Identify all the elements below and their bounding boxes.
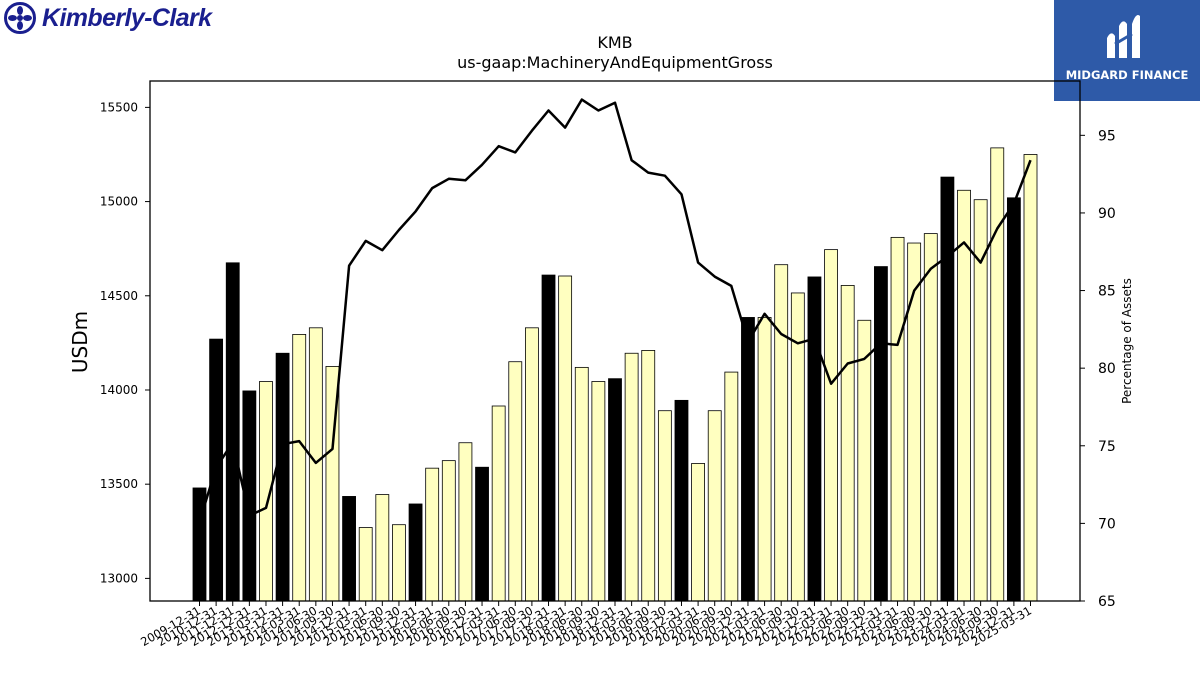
bar [292,334,307,602]
bar [824,249,838,602]
company-logo-text: Kimberly-Clark [42,3,212,32]
bar [874,266,888,602]
bar [558,275,573,602]
y2-tick-label: 95 [1098,128,1116,144]
percentage-line [198,98,1032,523]
bar [807,276,822,602]
publisher-logo-mark-icon [1107,15,1140,58]
bar [741,317,755,602]
bar [790,292,805,602]
bar [674,399,689,602]
company-logo-emblem-icon [4,2,36,34]
y-tick-label: 14000 [100,383,138,397]
bar [957,189,971,602]
bar [591,381,606,602]
bar [1006,197,1021,602]
bar [990,147,1005,602]
bar [608,378,622,602]
y-tick-label: 13500 [100,477,138,491]
bar [907,242,922,602]
bar [441,460,456,602]
bar [624,352,639,602]
bar [641,350,656,602]
bar [508,361,523,602]
bar [358,527,373,602]
chart-subtitle: us-gaap:MachineryAndEquipmentGross [457,53,773,72]
bar [757,317,772,602]
bar [840,285,855,602]
bar [425,467,440,602]
bar [525,327,539,602]
publisher-logo: MIDGARD FINANCE [1054,0,1200,101]
y-tick-label: 15000 [100,195,138,209]
y2-tick-label: 85 [1098,284,1116,300]
bar [657,410,672,602]
bar [1023,154,1038,602]
y-tick-label: 15500 [100,100,138,114]
company-logo: Kimberly-Clark [4,2,212,34]
y2-tick-label: 75 [1098,439,1116,455]
bar [574,366,589,602]
chart-title: KMB [597,33,633,52]
bar [724,371,739,602]
y2-axis-label: Percentage of Assets [1120,278,1134,404]
publisher-logo-text: MIDGARD FINANCE [1065,68,1189,82]
bar [691,463,705,602]
bar [458,442,473,602]
y2-tick-label: 80 [1098,361,1116,377]
bar [923,233,938,602]
bar [940,176,955,602]
bar [308,327,323,602]
bar [392,524,406,602]
bar [707,410,722,602]
y2-tick-label: 70 [1098,516,1116,532]
bar [475,466,489,602]
bar [408,503,423,602]
y2-tick-label: 90 [1098,206,1116,222]
bar [225,262,240,602]
bar [774,264,789,602]
bar [857,319,872,602]
bar [275,352,290,602]
y-tick-label: 14500 [100,289,138,303]
bar [491,405,506,602]
bar [890,236,905,602]
bar [541,274,556,602]
bar [375,494,390,602]
y-tick-label: 13000 [100,571,138,585]
bar [342,496,356,602]
y-axis-label: USDm [68,311,92,373]
y2-tick-label: 65 [1098,594,1116,610]
